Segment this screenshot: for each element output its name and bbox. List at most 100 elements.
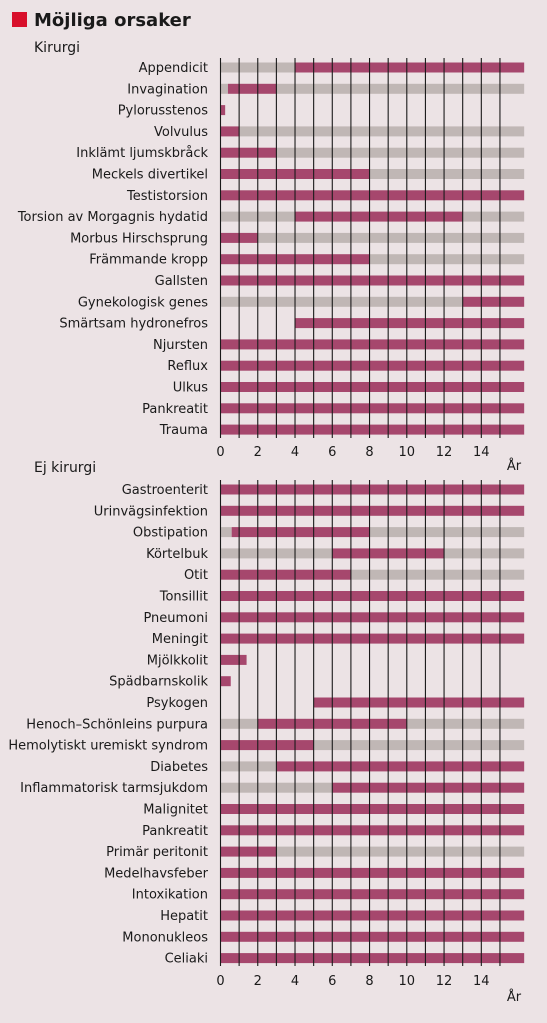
bar-segment-inactive xyxy=(369,527,525,538)
bar-segment-active xyxy=(220,484,525,495)
category-label: Mjölkkolit xyxy=(147,653,208,668)
bar-segment-active xyxy=(220,612,525,623)
category-label: Njursten xyxy=(153,338,208,353)
x-tick-label: 6 xyxy=(328,445,336,460)
bar-segment-active xyxy=(220,910,525,921)
bar-segment-inactive xyxy=(444,548,525,559)
bar-segment-active xyxy=(220,654,247,665)
category-label: Volvulus xyxy=(154,125,208,140)
bar-segment-active xyxy=(220,846,277,857)
bar-segment-active xyxy=(220,147,277,158)
category-label: Smärtsam hydronefros xyxy=(59,317,208,332)
category-label: Gastroenterit xyxy=(122,483,208,498)
chart-panels: Kirurgi Appendicit Invagination Pylorussten… xyxy=(8,40,525,1005)
category-label: Invagination xyxy=(127,82,208,97)
bar-segment-inactive xyxy=(239,126,525,137)
title-marker-square xyxy=(12,12,27,27)
category-label: Pylorusstenos xyxy=(118,104,209,119)
category-label: Trauma xyxy=(159,423,208,438)
bar-segment-inactive xyxy=(276,147,525,158)
bar-segment-active xyxy=(220,889,525,900)
bar-segment-active xyxy=(220,931,525,942)
bar-segment-inactive xyxy=(276,846,525,857)
bar-segment-active xyxy=(295,62,525,73)
category-label: Medelhavsfeber xyxy=(104,866,209,881)
x-tick-label: 6 xyxy=(328,974,336,989)
category-label: Mononukleos xyxy=(122,930,208,945)
bar-segment-active xyxy=(462,296,525,307)
x-tick-label: 2 xyxy=(254,974,262,989)
bar-segment-active xyxy=(220,953,525,964)
category-label: Meckels divertikel xyxy=(92,168,208,183)
bar-segment-active xyxy=(220,105,226,116)
category-label: Gallsten xyxy=(155,274,208,289)
category-label: Otit xyxy=(184,568,208,583)
bar-segment-inactive xyxy=(313,740,525,751)
bar-segment-active xyxy=(220,505,525,516)
category-label: Obstipation xyxy=(133,526,208,541)
bar-segment-active xyxy=(220,382,525,392)
category-label: Intoxikation xyxy=(132,888,208,903)
grid-lines xyxy=(219,480,501,966)
bar-segment-active xyxy=(220,591,525,601)
x-tick-label: 8 xyxy=(365,974,373,989)
category-label: Celiaki xyxy=(165,952,208,967)
category-label: Körtelbuk xyxy=(146,547,208,562)
x-tick-label: 10 xyxy=(399,445,416,460)
category-label: Meningit xyxy=(152,632,208,647)
category-label: Diabetes xyxy=(150,760,208,775)
x-tick-label: 2 xyxy=(254,445,262,460)
category-label: Pankreatit xyxy=(142,402,208,417)
x-tick-label: 0 xyxy=(216,445,224,460)
x-tick-label: 12 xyxy=(436,974,453,989)
bar-segment-inactive xyxy=(220,83,228,94)
category-label: Psykogen xyxy=(146,696,208,711)
bar-segment-active xyxy=(220,275,525,286)
category-label: Testistorsion xyxy=(126,189,208,204)
x-tick-label: 8 xyxy=(365,445,373,460)
bar-segment-active xyxy=(220,633,525,644)
category-label: Pneumoni xyxy=(143,611,208,626)
bar-segment-inactive xyxy=(220,761,277,772)
category-label: Hemolytiskt uremiskt syndrom xyxy=(8,739,208,754)
category-label: Inklämt ljumskbråck xyxy=(76,146,208,161)
x-tick-label: 14 xyxy=(473,445,490,460)
bar-segment-active xyxy=(220,804,525,814)
bar-segment-inactive xyxy=(462,211,525,222)
bar-segment-active xyxy=(220,676,231,687)
category-label: Malignitet xyxy=(143,803,208,818)
category-label: Primär peritonit xyxy=(106,845,208,860)
category-label: Appendicit xyxy=(139,61,208,76)
bar-segment-inactive xyxy=(369,254,525,265)
category-label: Hepatit xyxy=(160,909,208,924)
bar-segment-active xyxy=(220,867,525,878)
bar-group xyxy=(220,484,525,964)
chart-panel-1: Ej kirurgi Gastroenterit Urinvägsinfektion… xyxy=(8,460,525,1005)
bar-segment-inactive xyxy=(350,569,525,580)
bar-segment-active xyxy=(220,339,525,350)
bar-segment-active xyxy=(295,318,525,329)
bar-segment-active xyxy=(220,740,314,751)
bar-segment-active xyxy=(332,782,525,793)
bar-segment-inactive xyxy=(369,169,525,179)
x-axis-label: År xyxy=(507,989,522,1005)
bar-segment-inactive xyxy=(220,296,463,307)
x-tick-label: 12 xyxy=(436,445,453,460)
bar-segment-active xyxy=(220,360,525,371)
panel-subtitle: Kirurgi xyxy=(34,40,80,56)
bar-segment-active xyxy=(295,211,463,222)
bar-segment-active xyxy=(220,825,525,836)
category-label: Tonsillit xyxy=(159,590,208,605)
bar-segment-active xyxy=(227,83,277,94)
category-label: Reflux xyxy=(167,359,208,374)
x-tick-label: 10 xyxy=(399,974,416,989)
chart-title: Möjliga orsaker xyxy=(34,10,191,31)
bar-segment-active xyxy=(276,761,525,772)
x-tick-label: 4 xyxy=(291,445,299,460)
category-label: Henoch–Schönleins purpura xyxy=(26,717,208,732)
x-tick-label: 4 xyxy=(291,974,299,989)
x-axis-label: År xyxy=(507,458,522,474)
category-label: Spädbarnskolik xyxy=(109,675,208,690)
bar-segment-inactive xyxy=(276,83,525,94)
category-label: Urinvägsinfektion xyxy=(94,504,208,519)
